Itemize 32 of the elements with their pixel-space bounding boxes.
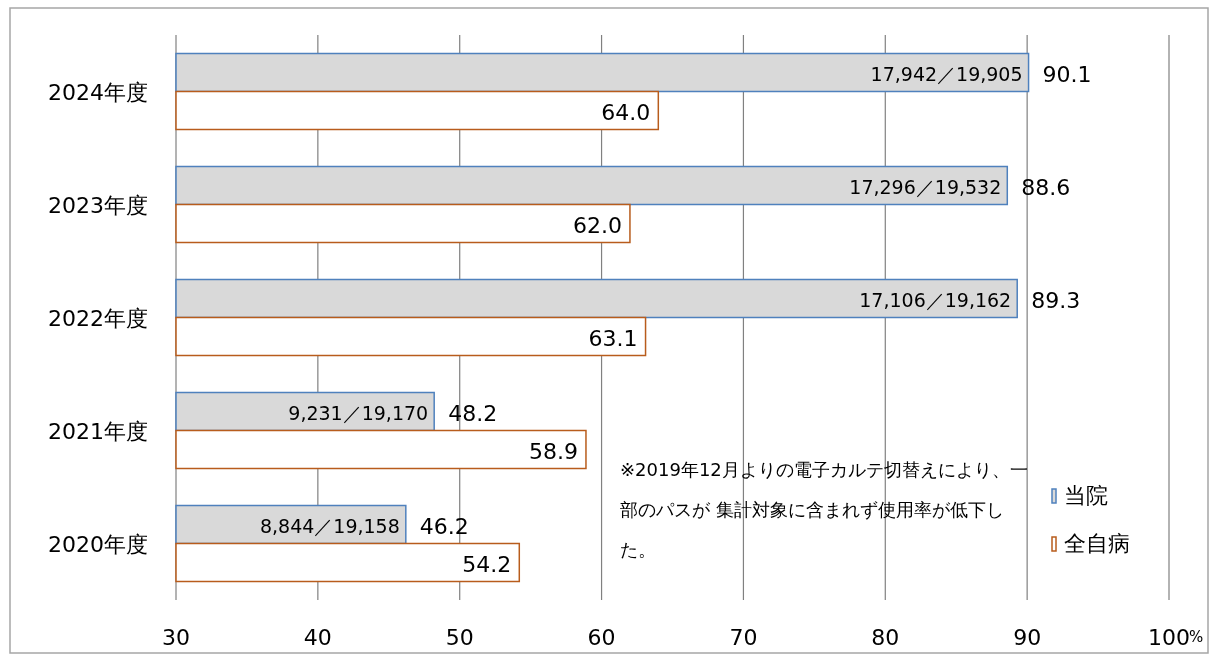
y-tick-label: 2023年度 [48,192,148,218]
data-label: 54.2 [462,551,512,577]
annotation: 9,231／19,170 [288,401,429,424]
annotation: 17,942／19,905 [870,62,1023,85]
x-tick-label: 30 [162,625,190,650]
annotation: 17,106／19,162 [859,288,1012,311]
data-label: 58.9 [528,438,578,464]
data-label: 90.1 [1042,61,1092,87]
data-label: 64.0 [601,99,651,125]
x-tick-label: 90 [1013,625,1042,650]
x-axis-title: % [1189,628,1204,646]
x-tick-label: 60 [587,625,616,650]
legend-label: 当院 [1064,483,1108,508]
y-tick-label: 2024年度 [48,79,148,105]
data-label: 88.6 [1021,174,1071,200]
data-label: 46.2 [419,513,469,539]
y-tick-label: 2021年度 [48,418,148,444]
x-tick-label: 50 [445,625,474,650]
legend-label: 全自病 [1064,531,1130,556]
data-label: 89.3 [1031,287,1081,313]
data-label: 63.1 [588,325,638,351]
data-label: 48.2 [448,400,498,426]
data-label: 62.0 [572,212,622,238]
x-tick-label: 70 [729,625,758,650]
y-tick-label: 2020年度 [48,531,148,557]
annotation: 17,296／19,532 [849,175,1002,198]
y-tick-label: 2022年度 [48,305,148,331]
x-tick-label: 80 [871,625,900,650]
annotation: ※2019年12月よりの電子カルテ切替えにより、一部のパスが 集計対象に含まれず使用率が低下した。 [620,458,1029,562]
x-tick-label: 100 [1148,625,1190,650]
x-tick-label: 40 [303,625,332,650]
annotation: 8,844／19,158 [259,514,400,537]
